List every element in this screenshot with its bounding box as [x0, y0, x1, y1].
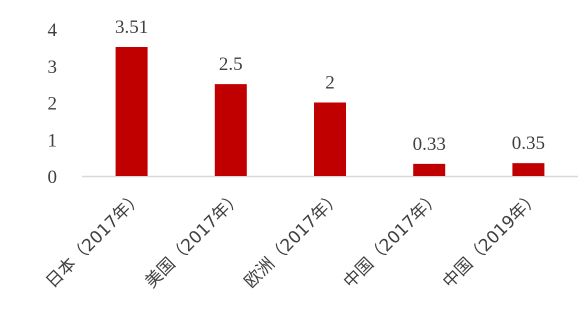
bar — [115, 47, 148, 176]
data-label: 2 — [325, 73, 335, 94]
bars — [115, 47, 545, 176]
data-label: 0.35 — [512, 133, 545, 154]
data-label: 0.33 — [413, 134, 446, 155]
data-label: 2.5 — [219, 54, 243, 75]
y-tick-label: 1 — [48, 130, 58, 151]
bar — [413, 163, 446, 176]
x-category-label: 日本（2017年） — [42, 187, 147, 292]
data-labels: 3.51 2.5 2 0.33 0.35 — [115, 17, 545, 155]
bar — [214, 84, 247, 176]
x-category-label: 欧洲（2017年） — [241, 187, 346, 292]
data-label: 3.51 — [115, 17, 148, 38]
category-labels: 日本（2017年）美国（2017年）欧洲（2017年）中国（2017年）中国（2… — [42, 187, 544, 292]
y-tick-label: 4 — [48, 20, 58, 41]
y-tick-label: 2 — [48, 94, 58, 115]
x-category-label: 中国（2017年） — [340, 187, 445, 292]
y-axis-ticks: 0 1 2 3 4 — [48, 20, 58, 188]
y-tick-label: 0 — [48, 167, 58, 188]
x-category-label: 美国（2017年） — [141, 187, 246, 292]
bar — [512, 163, 545, 176]
x-category-label: 中国（2019年） — [439, 187, 544, 292]
y-tick-label: 3 — [48, 57, 58, 78]
bar — [314, 102, 346, 176]
